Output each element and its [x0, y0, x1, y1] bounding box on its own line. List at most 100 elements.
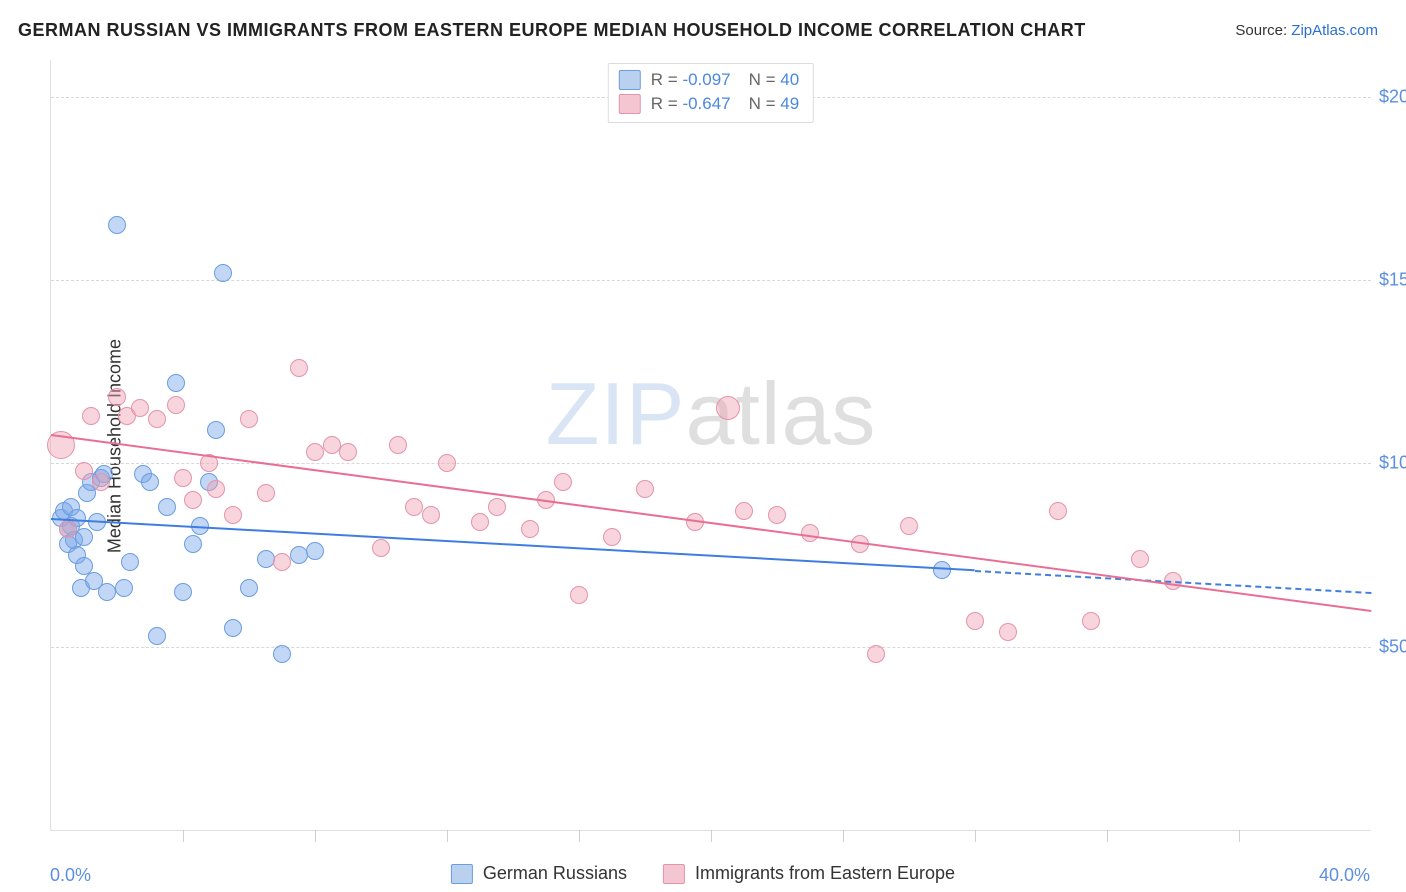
data-point — [167, 374, 185, 392]
stat-r: R = -0.647 — [647, 92, 731, 116]
data-point — [224, 619, 242, 637]
legend-swatch — [451, 864, 473, 884]
data-point — [207, 480, 225, 498]
data-point — [75, 462, 93, 480]
x-tick — [975, 830, 976, 842]
x-tick — [843, 830, 844, 842]
data-point — [240, 579, 258, 597]
data-point — [603, 528, 621, 546]
chart-container: GERMAN RUSSIAN VS IMMIGRANTS FROM EASTER… — [0, 0, 1406, 892]
data-point — [257, 550, 275, 568]
data-point — [339, 443, 357, 461]
legend-swatch — [663, 864, 685, 884]
y-tick-label: $50,000 — [1379, 636, 1406, 657]
y-tick-label: $100,000 — [1379, 453, 1406, 474]
data-point — [184, 491, 202, 509]
data-point — [290, 546, 308, 564]
series-legend: German Russians Immigrants from Eastern E… — [451, 863, 955, 884]
stats-legend-row: R = -0.097 N = 40 — [619, 68, 799, 92]
gridline — [51, 647, 1371, 648]
stats-legend-row: R = -0.647 N = 49 — [619, 92, 799, 116]
data-point — [900, 517, 918, 535]
data-point — [999, 623, 1017, 641]
data-point — [75, 528, 93, 546]
watermark: ZIPatlas — [546, 363, 877, 465]
data-point — [148, 410, 166, 428]
data-point — [224, 506, 242, 524]
data-point — [801, 524, 819, 542]
data-point — [82, 407, 100, 425]
series-legend-label: Immigrants from Eastern Europe — [695, 863, 955, 884]
x-tick — [1107, 830, 1108, 842]
data-point — [438, 454, 456, 472]
data-point — [966, 612, 984, 630]
data-point — [141, 473, 159, 491]
series-legend-item: German Russians — [451, 863, 627, 884]
data-point — [636, 480, 654, 498]
source-link[interactable]: ZipAtlas.com — [1291, 22, 1378, 39]
data-point — [471, 513, 489, 531]
data-point — [1131, 550, 1149, 568]
data-point — [488, 498, 506, 516]
data-point — [570, 586, 588, 604]
data-point — [240, 410, 258, 428]
x-tick — [315, 830, 316, 842]
data-point — [323, 436, 341, 454]
data-point — [214, 264, 232, 282]
chart-title: GERMAN RUSSIAN VS IMMIGRANTS FROM EASTER… — [18, 20, 1086, 41]
stat-r: R = -0.097 — [647, 68, 731, 92]
source-label: Source: — [1235, 22, 1291, 39]
data-point — [108, 388, 126, 406]
data-point — [207, 421, 225, 439]
data-point — [1082, 612, 1100, 630]
data-point — [273, 553, 291, 571]
data-point — [290, 359, 308, 377]
data-point — [521, 520, 539, 538]
data-point — [867, 645, 885, 663]
data-point — [306, 443, 324, 461]
x-tick — [711, 830, 712, 842]
data-point — [158, 498, 176, 516]
data-point — [174, 583, 192, 601]
watermark-atlas: atlas — [686, 364, 877, 463]
stat-n: N = 40 — [745, 68, 800, 92]
x-tick — [579, 830, 580, 842]
y-tick-label: $200,000 — [1379, 86, 1406, 107]
gridline — [51, 463, 1371, 464]
source-attribution: Source: ZipAtlas.com — [1235, 22, 1378, 39]
stats-legend: R = -0.097 N = 40 R = -0.647 N = 49 — [608, 63, 814, 123]
data-point — [115, 579, 133, 597]
data-point — [735, 502, 753, 520]
data-point — [98, 583, 116, 601]
data-point — [92, 473, 110, 491]
x-tick — [1239, 830, 1240, 842]
watermark-zip: ZIP — [546, 364, 686, 463]
legend-swatch — [619, 70, 641, 90]
data-point — [405, 498, 423, 516]
data-point — [273, 645, 291, 663]
data-point — [108, 216, 126, 234]
data-point — [121, 553, 139, 571]
series-legend-label: German Russians — [483, 863, 627, 884]
data-point — [389, 436, 407, 454]
stat-n: N = 49 — [745, 92, 800, 116]
plot-area: ZIPatlas R = -0.097 N = 40 R = -0.647 N = 4… — [50, 60, 1371, 831]
legend-swatch — [619, 94, 641, 114]
data-point — [554, 473, 572, 491]
data-point — [372, 539, 390, 557]
data-point — [257, 484, 275, 502]
x-axis-max-label: 40.0% — [1319, 865, 1370, 886]
data-point — [306, 542, 324, 560]
data-point — [1049, 502, 1067, 520]
x-axis-min-label: 0.0% — [50, 865, 91, 886]
data-point — [716, 396, 740, 420]
data-point — [59, 520, 77, 538]
x-tick — [447, 830, 448, 842]
y-tick-label: $150,000 — [1379, 270, 1406, 291]
data-point — [131, 399, 149, 417]
data-point — [422, 506, 440, 524]
series-legend-item: Immigrants from Eastern Europe — [663, 863, 955, 884]
data-point — [184, 535, 202, 553]
data-point — [174, 469, 192, 487]
x-tick — [183, 830, 184, 842]
